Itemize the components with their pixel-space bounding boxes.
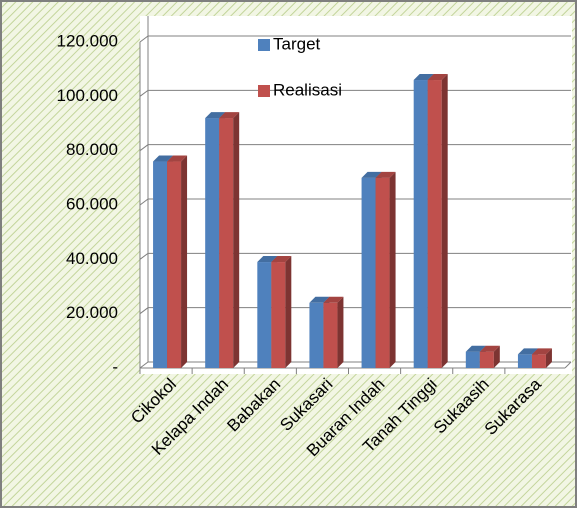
bar-side <box>337 296 344 368</box>
y-tick-label: 80.000 <box>66 140 118 159</box>
bar-side <box>441 74 448 369</box>
bar <box>375 171 396 368</box>
bar-top <box>309 296 330 303</box>
bar-front <box>257 262 272 368</box>
bar-front <box>205 118 220 368</box>
bar <box>531 348 552 368</box>
bar-top <box>531 348 552 355</box>
bar-side <box>493 345 500 368</box>
bar-front <box>309 302 324 368</box>
y-tick-label: - <box>112 357 118 376</box>
bar-front <box>479 351 494 368</box>
bar-top <box>479 345 500 352</box>
bar-top <box>205 112 226 119</box>
bar-top <box>167 155 188 162</box>
floor-edge <box>564 361 572 369</box>
bar-front <box>219 118 234 368</box>
bar-top <box>375 171 396 178</box>
bar-front <box>167 161 182 368</box>
bar-front <box>375 177 390 368</box>
bar-front <box>361 177 376 368</box>
legend-swatch <box>258 85 270 97</box>
bar <box>427 74 448 369</box>
bar-side <box>285 256 292 368</box>
bar-top <box>465 345 486 352</box>
legend-label: Realisasi <box>273 80 342 99</box>
bar-front <box>427 80 442 369</box>
legend-swatch <box>258 39 270 51</box>
bar <box>271 256 292 368</box>
bar-front <box>517 354 532 368</box>
y-tick-label: 20.000 <box>66 303 118 322</box>
bar <box>323 296 344 368</box>
legend-label: Target <box>273 34 321 53</box>
y-tick-label: 100.000 <box>57 86 118 105</box>
bar-top <box>413 74 434 81</box>
bar-top <box>153 155 174 162</box>
bar <box>479 345 500 368</box>
bar-side <box>545 348 552 368</box>
bar-front <box>323 302 338 368</box>
bar-top <box>257 256 278 263</box>
bar-top <box>517 348 538 355</box>
bar-front <box>465 351 480 368</box>
bar-top <box>271 256 292 263</box>
bar-side <box>181 155 188 368</box>
bar-side <box>389 171 396 368</box>
bar-front <box>413 80 428 369</box>
bar-front <box>531 354 546 368</box>
bar-top <box>323 296 344 303</box>
bar-front <box>271 262 286 368</box>
bar <box>167 155 188 368</box>
y-tick-label: 40.000 <box>66 249 118 268</box>
bar-side <box>233 112 240 368</box>
y-tick-label: 60.000 <box>66 194 118 213</box>
bar-top <box>219 112 240 119</box>
plot-area <box>140 16 572 374</box>
bar-top <box>361 171 382 178</box>
y-tick-label: 120.000 <box>57 31 118 50</box>
bar-front <box>153 161 168 368</box>
bar <box>219 112 240 368</box>
bar-top <box>427 74 448 81</box>
